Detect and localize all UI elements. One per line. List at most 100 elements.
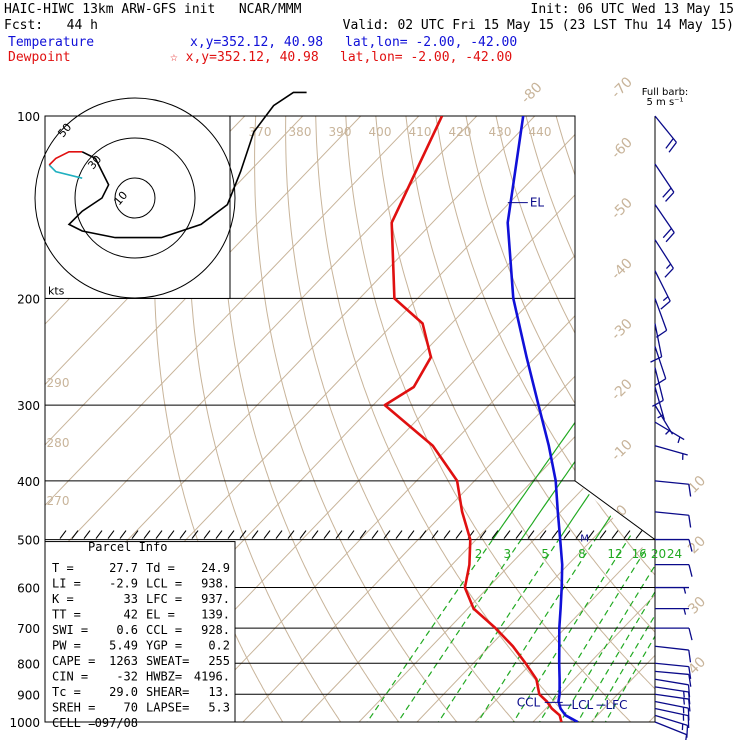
pressure-tick-label: 200 [17,292,40,306]
parcel-field-label: SHEAR= [146,685,189,699]
hatch-mark [251,530,259,539]
dry-adiabat-line [701,103,740,735]
pressure-tick-label: 700 [17,622,40,636]
lcl-marker-label: LCL [571,698,593,712]
isotherm-line [45,116,420,722]
parcel-info-box: Parcel Info T = 27.7 Td = 24.9 LI = -2.9 LCL = 9… [44,530,643,730]
parcel-field-value: 24.9 [201,561,230,575]
sounding-profiles [383,116,579,722]
hatch-mark [107,530,115,539]
mixing-ratio-label: 24 [667,547,682,561]
parcel-field-label: SWEAT= [146,654,189,668]
hatch-mark [323,530,331,539]
isotherm-label: -70 [608,74,635,101]
hodograph-ring [114,177,156,219]
hatch-mark [503,530,511,539]
wind-barb-staff [654,670,689,676]
parcel-field-label: TT = [52,608,81,622]
wind-barb-staff [654,511,689,516]
temperature-profile [506,116,579,722]
mixing-ratio-label: 16 [632,547,647,561]
wind-barb-flag [688,627,693,641]
wind-barb-half-flag [665,429,671,435]
parcel-field-value: 70 [124,701,138,715]
temperature-xy: x,y=352.12, 40.98 [190,35,324,50]
mixing-ratio-line [558,298,655,540]
dry-adiabat-line [581,116,655,722]
mixing-ratio-line [671,298,740,539]
wind-barb-half-flag [662,296,669,302]
dry-adiabat-line [285,116,527,722]
wind-barb-half-flag [683,587,687,594]
mixing-ratio-label: 20 [651,547,666,561]
hodograph-speed-label: kts [48,284,65,297]
wind-barb-flag [665,138,674,149]
parcel-field-label: Td = [146,561,175,575]
hatch-mark [443,530,451,539]
parcel-field-label: CIN = [52,670,88,684]
dry-adiabat-line [551,116,655,722]
init-time: Init: 06 UTC Wed 13 May 15 [530,2,735,17]
isotherm-line [45,116,362,722]
wind-barb-staff [654,204,675,233]
wind-barb-flag [656,329,667,338]
theta-label: 380 [289,125,312,139]
hatch-mark [347,530,355,539]
melting-level-label: M [580,534,589,545]
isotherm-line [416,116,655,722]
mixing-ratio-line-dashed [584,539,655,722]
hatch-mark [227,530,235,539]
isotherm-label: -50 [608,195,635,222]
theta-label: 400 [369,125,392,139]
theta-label: 290 [47,376,70,390]
hodograph-trace-mid [48,151,83,166]
isotherm-line [184,116,655,722]
hatch-mark [407,530,415,539]
wind-barb-half-flag [683,698,685,705]
hatch-mark [275,530,283,539]
theta-label: 270 [47,494,70,508]
pressure-tick-label: 1000 [9,716,40,730]
wind-barb-staff [654,270,671,302]
parcel-field-value: -32 [116,670,138,684]
wind-barb-staff [654,480,689,485]
isotherm-line [45,116,478,722]
lfc-marker-label: LFC [605,698,627,712]
wind-barb-flag [668,141,677,153]
mixing-ratio-line [701,298,740,539]
mixing-ratio-line [687,298,740,539]
hatch-mark [239,530,247,539]
wind-barb-flag [687,684,691,698]
dewpoint-latlon: lat,lon= -2.00, -42.00 [340,50,513,65]
isotherm-label: 20 [685,533,709,557]
theta-label: 420 [449,125,472,139]
parcel-field-value: 42 [124,608,138,622]
theta-label: 430 [489,125,512,139]
hatch-mark [119,530,127,539]
hatch-mark [479,530,487,539]
isotherm-label: 30 [685,594,709,618]
hatch-mark [83,530,91,539]
theta-label: 390 [329,125,352,139]
model-title: HAIC-HIWC 13km ARW-GFS init NCAR/MMM [4,2,302,17]
forecast-hour: Fcst: 44 h [4,18,98,33]
isotherm-label: -60 [608,135,635,162]
parcel-field-label: CAPE = [52,654,95,668]
hatch-mark [287,530,295,539]
hatch-mark [203,530,211,539]
wind-barb-flag [688,484,692,497]
parcel-field-label: SWI = [52,623,88,637]
wind-barb-staff [654,686,689,693]
hatch-mark [143,530,151,539]
hatch-mark [95,530,103,539]
wind-barb-half-flag [665,263,672,270]
temperature-latlon: lat,lon= -2.00, -42.00 [345,35,518,50]
parcel-field-label: EL = [146,608,175,622]
hatch-mark [431,530,439,539]
pressure-tick-label: 800 [17,657,40,671]
hatch-mark [167,530,175,539]
parcel-field-label: YGP = [146,639,182,653]
hodograph-ring [74,137,196,259]
mixing-ratio-lines [358,298,740,722]
